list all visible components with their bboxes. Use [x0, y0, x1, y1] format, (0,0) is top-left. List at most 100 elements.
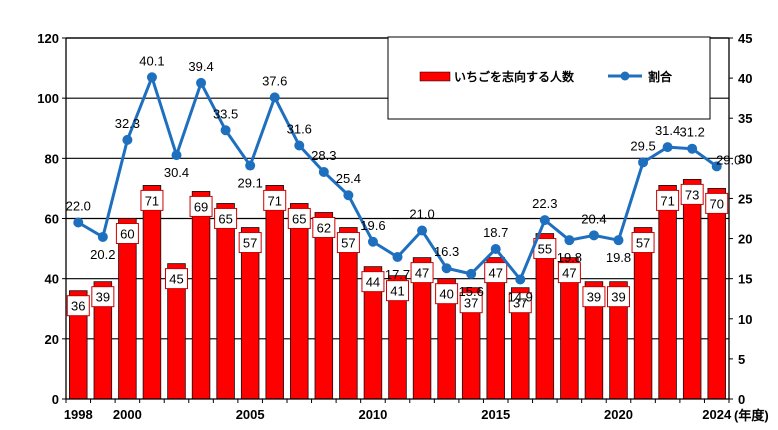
- y-right-tick-label: 20: [738, 232, 752, 247]
- bar-value-label: 37: [464, 296, 478, 311]
- bar-value-box: [705, 192, 729, 214]
- x-tick-label: 2000: [113, 407, 142, 422]
- line-value-label: 31.2: [680, 125, 705, 140]
- y-right-tick-label: 0: [738, 392, 745, 407]
- line-value-label: 15.6: [459, 284, 484, 299]
- line-point: [564, 235, 575, 246]
- bar-value-box: [656, 189, 680, 211]
- bar-value-label: 71: [660, 193, 674, 208]
- bar-value-box: [435, 283, 459, 305]
- bar-value-label: 44: [366, 275, 380, 290]
- bar-value-box: [140, 189, 164, 211]
- line-point: [318, 166, 329, 177]
- bar-value-label: 60: [120, 227, 134, 242]
- legend-line-marker: [620, 71, 630, 81]
- bar-value-label: 40: [439, 287, 453, 302]
- line-value-label: 29.1: [238, 176, 263, 191]
- line-value-label: 19.8: [606, 250, 631, 265]
- line-value-label: 22.0: [66, 199, 91, 214]
- bar: [290, 203, 309, 400]
- bar-value-label: 47: [415, 266, 429, 281]
- line-point: [638, 157, 649, 168]
- bar: [633, 227, 653, 400]
- bar: [118, 218, 137, 400]
- line-value-label: 16.3: [434, 244, 459, 259]
- y-right-tick-label: 40: [738, 71, 752, 86]
- x-tick-label: 1998: [64, 407, 93, 422]
- bar-value-label: 73: [685, 187, 699, 202]
- bar-value-box: [557, 262, 581, 284]
- bar-value-box: [66, 295, 90, 317]
- line-point: [662, 142, 673, 153]
- bar-value-label: 70: [709, 196, 723, 211]
- line-point: [146, 72, 157, 83]
- bar-value-label: 57: [243, 236, 257, 251]
- bar-value-label: 36: [71, 299, 85, 314]
- y-right-tick-label: 35: [738, 111, 752, 126]
- bar: [339, 227, 358, 400]
- bar: [658, 185, 677, 400]
- y-left-tick-label: 40: [45, 272, 59, 287]
- bar-value-box: [287, 207, 311, 229]
- line-point: [613, 235, 624, 246]
- bar-value-label: 65: [292, 211, 306, 226]
- bar-value-label: 55: [538, 242, 552, 257]
- legend-bar-swatch: [419, 71, 451, 82]
- legend: いちごを志向する人数 割合: [387, 36, 711, 120]
- bar-series: [69, 178, 726, 400]
- line-value-label: 25.4: [336, 171, 361, 186]
- line-value-label: 32.3: [115, 116, 140, 131]
- legend-bar-label: いちごを志向する人数: [454, 69, 575, 84]
- line-value-label: 31.4: [655, 123, 680, 138]
- bar-value-label: 39: [587, 290, 601, 305]
- line-value-label: 39.4: [188, 59, 213, 74]
- bar-value-box: [386, 280, 409, 302]
- line-value-label: 37.6: [262, 73, 287, 88]
- y-left-tick-label: 120: [37, 31, 59, 46]
- bar: [314, 212, 334, 400]
- line-point: [490, 243, 501, 254]
- line-value-label: 20.4: [581, 211, 606, 226]
- bar-value-label: 71: [267, 193, 281, 208]
- line-point: [711, 161, 722, 172]
- bar-value-label: 57: [341, 236, 355, 251]
- line-point: [73, 217, 84, 228]
- bar: [142, 185, 162, 400]
- bar-value-box: [680, 183, 704, 205]
- bar-value-box: [459, 292, 483, 314]
- line-point: [269, 92, 280, 103]
- line-series: [73, 72, 722, 285]
- bar-value-box: [361, 271, 385, 293]
- bar-value-box: [607, 286, 630, 308]
- x-tick-label: 2010: [358, 407, 387, 422]
- line-point: [687, 143, 698, 154]
- line-point: [515, 274, 526, 285]
- bar-value-box: [189, 195, 213, 217]
- bar-value-box: [582, 286, 606, 308]
- bar: [216, 203, 235, 400]
- line-point: [539, 215, 550, 226]
- bar-value-box: [214, 207, 238, 229]
- line-value-label: 30.4: [164, 165, 189, 180]
- line-point: [196, 77, 207, 88]
- bar: [707, 188, 726, 400]
- line-value-label: 19.8: [557, 250, 582, 265]
- line-value-labels: 22.0 20.2 32.3 40.1 30.4 39.4 33.5 29.1 37.6 31.6…: [66, 53, 742, 304]
- line-point: [392, 252, 403, 263]
- line-value-label: 29.5: [630, 138, 655, 153]
- bar-value-box: [115, 223, 139, 244]
- y-right-tick-label: 45: [738, 31, 752, 46]
- bar: [191, 191, 211, 400]
- bar-value-label: 57: [636, 236, 650, 251]
- y-left-tick-label: 60: [45, 212, 59, 227]
- bar-value-label: 65: [218, 211, 232, 226]
- bar-value-labels: 36 39 60 71 45 69 65 57 71 65 62 57 44 41 47 40 37 47 37 55…: [66, 183, 729, 317]
- line-value-label: 18.7: [483, 225, 508, 240]
- line-value-label: 14.9: [508, 289, 533, 304]
- line-point: [417, 225, 428, 236]
- line-point: [367, 236, 378, 247]
- line-value-label: 21.0: [409, 207, 434, 222]
- y-left-tick-label: 20: [45, 332, 59, 347]
- bar-value-label: 47: [488, 266, 502, 281]
